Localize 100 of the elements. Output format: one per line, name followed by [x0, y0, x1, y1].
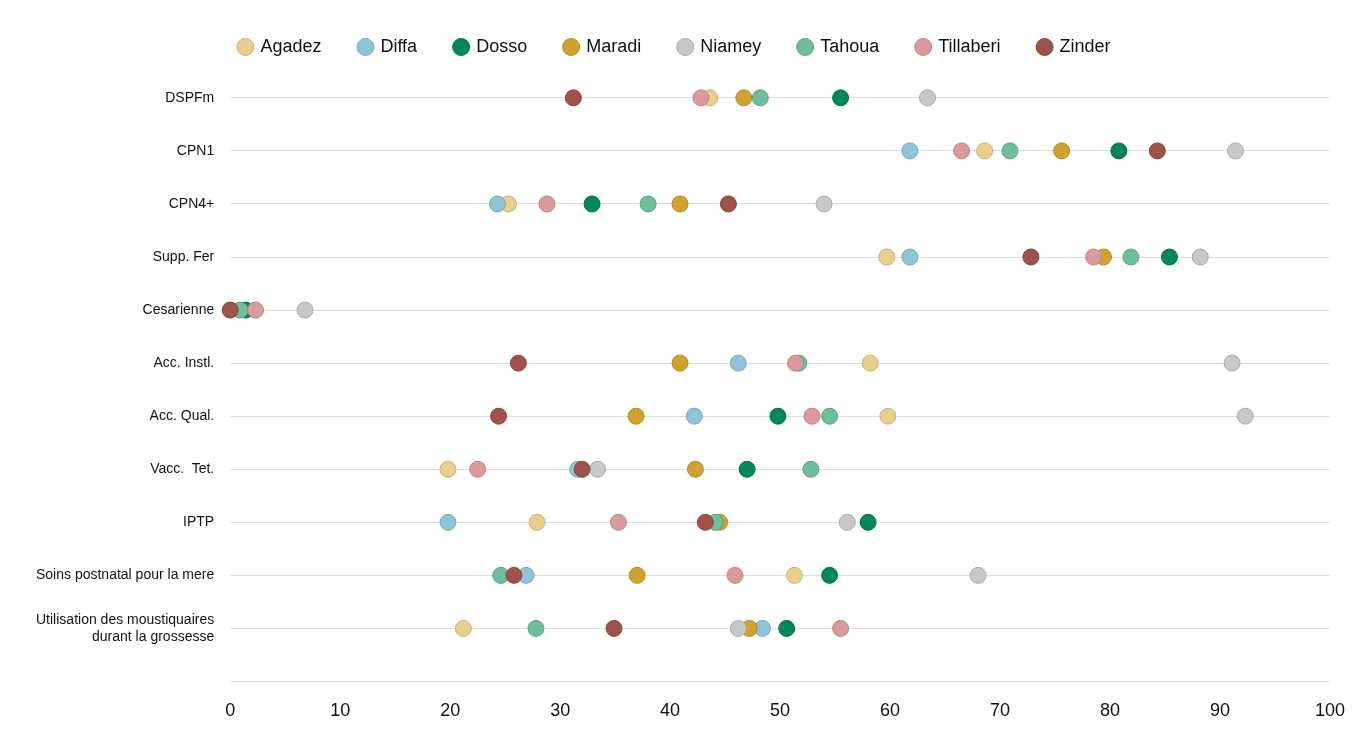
point: [1001, 142, 1019, 160]
y-tick-label: Acc. Instl.: [153, 353, 215, 370]
y-tick-label: Soins postnatal pour la mere: [35, 566, 215, 583]
point: [751, 89, 769, 107]
x-tick-label: 50: [770, 700, 791, 721]
point: [296, 301, 314, 319]
y-tick-label: Supp. Fer: [152, 247, 215, 264]
point: [509, 354, 527, 372]
point: [735, 89, 753, 107]
point: [247, 301, 265, 319]
point: [564, 89, 582, 107]
point: [439, 460, 457, 478]
point: [505, 566, 523, 584]
point: [1148, 142, 1166, 160]
point: [605, 619, 623, 637]
point: [696, 513, 714, 531]
point: [609, 513, 627, 531]
point: [787, 354, 804, 372]
point: [838, 513, 856, 531]
point: [802, 460, 820, 478]
point: [469, 460, 487, 478]
y-tick-label: IPTP: [183, 513, 215, 530]
point: [778, 619, 796, 637]
point: [1085, 248, 1103, 266]
point: [861, 354, 879, 372]
point: [859, 513, 877, 531]
legend-label: Tahoua: [820, 35, 881, 56]
legend-label: Agadez: [260, 35, 322, 56]
x-tick-label: 30: [550, 700, 571, 721]
point: [969, 566, 987, 584]
y-tick-label: Utilisation des moustiquaires durant la grossesse: [36, 610, 215, 644]
point: [803, 407, 821, 425]
point: [878, 248, 896, 266]
point: [692, 89, 710, 107]
point: [1223, 354, 1241, 372]
point: [1053, 142, 1071, 160]
x-tick-label: 70: [990, 700, 1011, 721]
point: [832, 619, 850, 637]
point: [221, 301, 239, 319]
point: [685, 407, 703, 425]
x-tick-label: 60: [880, 700, 901, 721]
point: [527, 619, 545, 637]
point: [639, 195, 657, 213]
legend-label: Maradi: [586, 35, 642, 56]
point: [490, 407, 508, 425]
point: [627, 407, 645, 425]
point: [719, 195, 737, 213]
point: [488, 195, 506, 213]
y-tick-label: Acc. Qual.: [149, 407, 215, 424]
x-tick-label: 0: [225, 700, 236, 721]
legend-label: Dosso: [476, 35, 528, 56]
point: [726, 566, 744, 584]
point: [879, 407, 897, 425]
x-tick-label: 10: [330, 700, 351, 721]
point: [1122, 248, 1140, 266]
point: [815, 195, 833, 213]
x-tick-label: 90: [1210, 700, 1231, 721]
point: [1022, 248, 1040, 266]
point: [1191, 248, 1209, 266]
point: [1226, 142, 1244, 160]
y-tick-label: Cesarienne: [142, 300, 215, 317]
x-tick-label: 40: [660, 700, 681, 721]
point: [729, 619, 747, 637]
legend-label: Niamey: [700, 35, 762, 56]
point: [538, 195, 556, 213]
point: [671, 195, 689, 213]
y-tick-label: CPN1: [176, 141, 215, 158]
point: [439, 513, 457, 531]
x-tick-label: 100: [1314, 700, 1346, 721]
point: [1236, 407, 1254, 425]
point: [628, 566, 646, 584]
point: [671, 354, 689, 372]
point: [821, 407, 839, 425]
point: [583, 195, 601, 213]
point: [729, 354, 747, 372]
point: [1110, 142, 1128, 160]
point: [686, 460, 704, 478]
point: [589, 460, 607, 478]
point: [528, 513, 546, 531]
point: [785, 566, 803, 584]
point: [738, 460, 756, 478]
x-tick-label: 20: [440, 700, 461, 721]
x-tick-label: 80: [1100, 700, 1121, 721]
point: [918, 89, 936, 107]
legend-label: Tillaberi: [938, 35, 1001, 56]
point: [901, 142, 919, 160]
y-tick-label: DSPFm: [165, 88, 215, 105]
y-tick-label: CPN4+: [168, 194, 215, 211]
point: [1160, 248, 1178, 266]
legend-label: Diffa: [380, 35, 419, 56]
point: [832, 89, 850, 107]
point: [573, 460, 591, 478]
point: [901, 248, 919, 266]
point: [953, 142, 971, 160]
point: [454, 619, 472, 637]
legend-label: Zinder: [1059, 35, 1111, 56]
point: [976, 142, 994, 160]
point: [769, 407, 787, 425]
y-tick-label: Vacc. Tet.: [150, 460, 215, 477]
point: [821, 566, 839, 584]
